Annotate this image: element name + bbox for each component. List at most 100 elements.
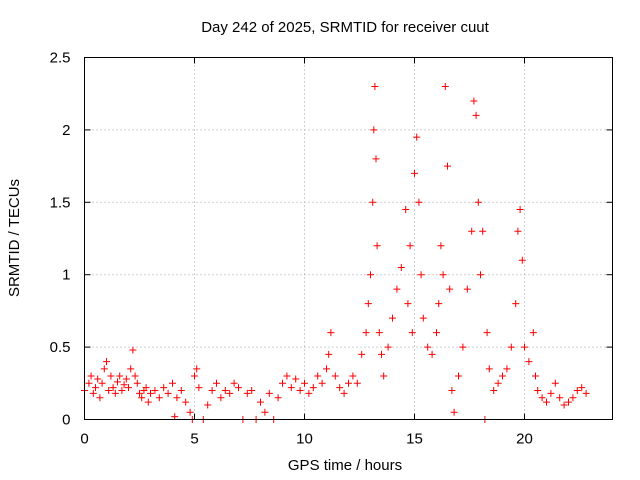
data-point bbox=[507, 343, 515, 351]
x-tick-label: 0 bbox=[80, 431, 88, 448]
data-point bbox=[177, 387, 185, 395]
data-point bbox=[98, 379, 106, 387]
x-axis-label: GPS time / hours bbox=[288, 457, 402, 474]
data-point bbox=[472, 111, 480, 119]
data-point bbox=[518, 256, 526, 264]
data-point bbox=[96, 394, 104, 402]
data-point bbox=[362, 329, 370, 337]
data-point bbox=[186, 408, 194, 416]
data-point bbox=[309, 384, 317, 392]
x-tick-label: 10 bbox=[296, 431, 313, 448]
data-point bbox=[131, 372, 139, 380]
data-point bbox=[127, 365, 135, 373]
data-point bbox=[389, 314, 396, 322]
data-point bbox=[87, 372, 95, 380]
data-point bbox=[94, 375, 102, 383]
data-point bbox=[327, 329, 335, 337]
data-point bbox=[547, 389, 555, 397]
data-point bbox=[373, 242, 381, 250]
y-tick-label: 1 bbox=[62, 267, 70, 284]
axis-ticks: 0 5 10 15 20 0 0.5 1 1.5 2 2.5 bbox=[50, 50, 613, 448]
data-point bbox=[485, 365, 493, 373]
data-point bbox=[439, 271, 447, 279]
data-point bbox=[169, 379, 176, 387]
data-point bbox=[235, 384, 242, 392]
x-tick-label: 5 bbox=[190, 431, 198, 448]
data-point bbox=[296, 387, 304, 395]
data-point bbox=[191, 372, 198, 380]
data-point bbox=[109, 384, 117, 392]
data-point bbox=[534, 387, 542, 395]
data-point bbox=[217, 394, 225, 402]
data-point bbox=[494, 379, 502, 387]
data-point bbox=[248, 387, 256, 395]
data-point bbox=[345, 379, 352, 387]
data-point bbox=[287, 384, 295, 392]
x-tick-label: 20 bbox=[516, 431, 533, 448]
data-point bbox=[367, 271, 374, 279]
data-point bbox=[349, 372, 357, 380]
data-point bbox=[483, 329, 491, 337]
data-point bbox=[470, 97, 478, 105]
data-point bbox=[257, 398, 264, 406]
data-point bbox=[85, 379, 93, 387]
data-point bbox=[560, 401, 568, 409]
data-point bbox=[370, 126, 378, 134]
data-point bbox=[516, 206, 524, 214]
data-point bbox=[490, 387, 498, 395]
chart-title: Day 242 of 2025, SRMTID for receiver cuu… bbox=[201, 19, 489, 36]
data-point bbox=[378, 350, 385, 358]
data-point bbox=[151, 387, 159, 395]
data-point bbox=[551, 379, 559, 387]
data-point bbox=[283, 372, 291, 380]
data-point bbox=[521, 343, 528, 351]
data-point bbox=[92, 384, 99, 392]
data-point bbox=[125, 384, 132, 392]
data-point bbox=[499, 372, 506, 380]
data-point bbox=[103, 358, 110, 366]
data-point bbox=[292, 375, 300, 383]
data-point bbox=[340, 389, 348, 397]
data-point bbox=[164, 389, 172, 397]
data-point bbox=[479, 227, 487, 235]
data-point bbox=[305, 389, 313, 397]
data-point bbox=[213, 379, 220, 387]
data-point bbox=[171, 413, 179, 421]
grid-lines bbox=[84, 57, 613, 420]
data-point bbox=[279, 379, 286, 387]
data-point bbox=[380, 372, 388, 380]
data-point bbox=[543, 398, 550, 406]
data-point bbox=[582, 389, 590, 397]
data-point bbox=[116, 372, 124, 380]
data-point bbox=[136, 389, 143, 397]
data-point bbox=[323, 365, 330, 373]
data-point bbox=[100, 365, 108, 373]
data-point bbox=[435, 300, 443, 308]
data-point bbox=[182, 398, 190, 406]
plot-frame bbox=[84, 57, 613, 420]
data-point bbox=[243, 389, 251, 397]
data-point bbox=[122, 375, 130, 383]
data-point bbox=[525, 358, 533, 366]
data-point bbox=[353, 379, 361, 387]
data-point bbox=[415, 198, 423, 206]
data-point bbox=[419, 314, 427, 322]
data-point bbox=[208, 387, 216, 395]
data-point bbox=[463, 285, 471, 293]
data-point bbox=[474, 198, 482, 206]
data-point bbox=[372, 155, 380, 163]
data-point bbox=[107, 372, 115, 380]
data-point bbox=[569, 394, 577, 402]
data-point bbox=[444, 162, 451, 170]
data-point bbox=[503, 365, 511, 373]
data-point bbox=[384, 343, 392, 351]
data-point bbox=[413, 133, 421, 141]
data-point bbox=[111, 389, 119, 397]
x-tick-label: 15 bbox=[406, 431, 423, 448]
data-point bbox=[433, 329, 440, 337]
data-point bbox=[193, 365, 201, 373]
data-point bbox=[114, 378, 121, 386]
data-point bbox=[105, 387, 113, 395]
data-point bbox=[195, 384, 203, 392]
